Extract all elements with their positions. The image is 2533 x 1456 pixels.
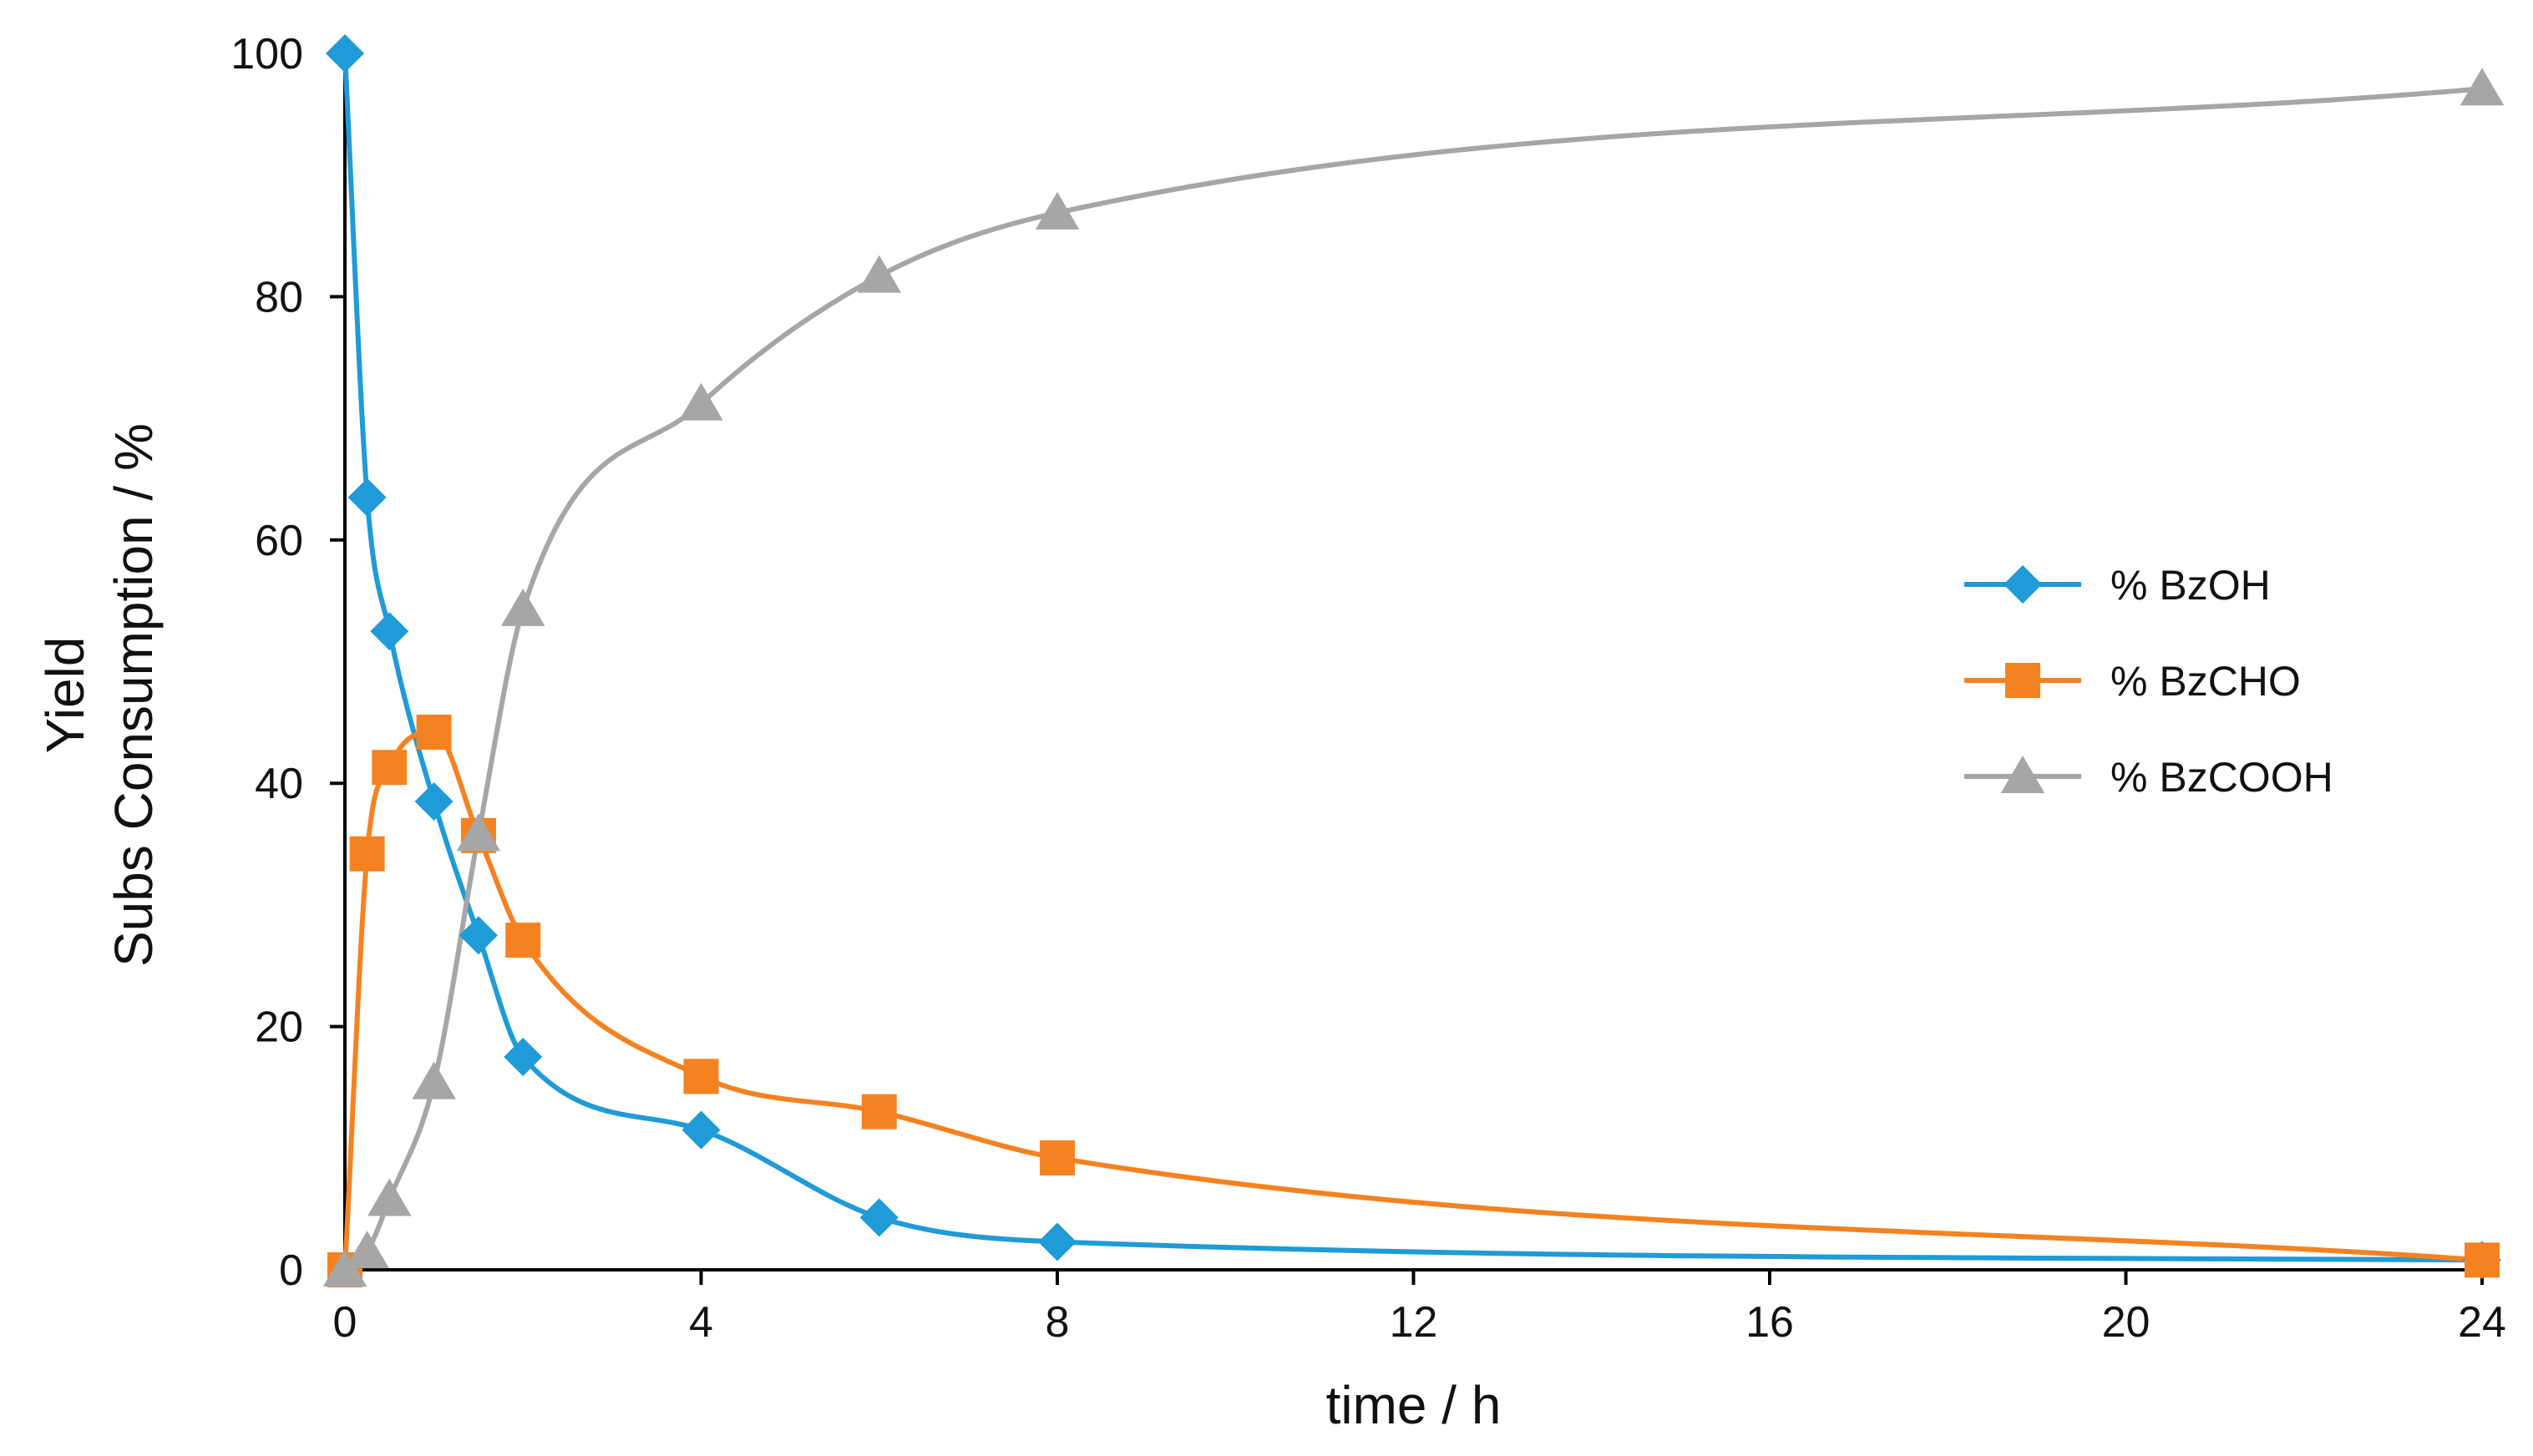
data-point-bzcooh [456,813,501,852]
legend-label-bzoh: % BzOH [2110,562,2271,609]
data-point-bzcooh [345,1231,389,1269]
series-lines [342,51,2485,1272]
legend-marker-bzcooh [2000,756,2045,793]
y-tick-label: 60 [255,517,303,565]
data-point-bzcho [861,1094,897,1130]
data-point-bzcooh [322,1249,367,1287]
tick-group: 0 4 8 12 16 20 24 0 20 40 60 80 100 [231,30,2506,1347]
legend-label-bzcooh: % BzCOOH [2110,754,2333,801]
data-point-bzcooh [1035,191,1080,230]
x-tick-label: 0 [333,1298,357,1347]
data-point-bzcooh [679,382,723,421]
data-point-bzcooh [501,588,545,626]
y-tick-label: 80 [255,273,303,321]
data-point-bzoh [504,1038,543,1077]
x-tick-label: 16 [1745,1298,1794,1347]
y-axis-title-line-2: Subs Consumption / % [104,423,164,967]
data-point-bzcho [349,836,385,872]
series-line-bzoh [342,51,2485,1263]
data-point-bzoh [370,612,409,651]
series-line-bzcho [342,730,2485,1272]
legend-label-bzcho: % BzCHO [2110,658,2301,705]
data-point-bzcooh [2460,68,2505,106]
legend: % BzOH % BzCHO % BzCOOH [1964,562,2333,801]
data-point-bzoh [458,916,498,955]
data-point-bzcho [416,715,452,751]
y-tick-label: 100 [231,30,303,78]
data-point-bzoh [859,1198,899,1237]
data-point-bzcho [2465,1242,2500,1278]
data-point-bzcooh [412,1061,456,1100]
y-tick-label: 0 [279,1246,303,1295]
x-tick-label: 24 [2458,1298,2506,1347]
y-axis-title-line-1: Yield [35,637,95,754]
y-tick-label: 40 [255,760,303,808]
data-point-bzcho [372,750,408,786]
y-tick-label: 20 [255,1004,303,1052]
x-tick-label: 20 [2102,1298,2151,1347]
legend-marker-bzcho [2005,663,2040,698]
series-line-bzcooh [342,86,2485,1272]
x-tick-label: 4 [689,1298,713,1347]
data-point-bzcho [505,923,541,958]
x-axis-title: time / h [1326,1375,1502,1435]
data-point-bzcooh [857,255,901,293]
data-point-bzoh [326,34,364,73]
data-point-bzoh [414,782,453,822]
data-point-bzoh [347,478,387,517]
data-point-bzoh [681,1110,721,1150]
x-tick-label: 12 [1390,1298,1438,1347]
legend-marker-bzoh [2004,565,2042,604]
data-point-bzcho [1040,1140,1075,1175]
data-point-bzcho [683,1059,719,1095]
series-markers [322,34,2505,1287]
x-tick-label: 8 [1046,1298,1070,1347]
data-point-bzcooh [367,1178,412,1216]
data-point-bzoh [1038,1222,1077,1261]
